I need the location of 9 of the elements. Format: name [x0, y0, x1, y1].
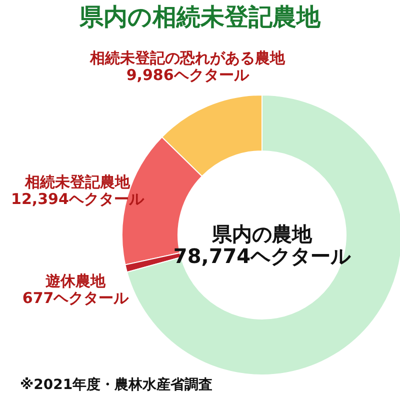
data-label: 677ヘクタール [22, 288, 130, 307]
text: ※2021年度・農林水産省調査 [20, 376, 213, 393]
text: 県内の農地 78,774ヘクタール [173, 222, 352, 268]
slice-label: 遊休農地 [46, 272, 107, 290]
slice-label: 相続未登記の恐れがある農地 [89, 49, 286, 68]
data-label: 12,394ヘクタール [11, 190, 145, 208]
data-label: 9,986ヘクタール [126, 66, 250, 84]
slice-label: 相続未登記農地 [24, 172, 131, 191]
chart-title: 県内の相続未登記農地 [78, 3, 322, 31]
